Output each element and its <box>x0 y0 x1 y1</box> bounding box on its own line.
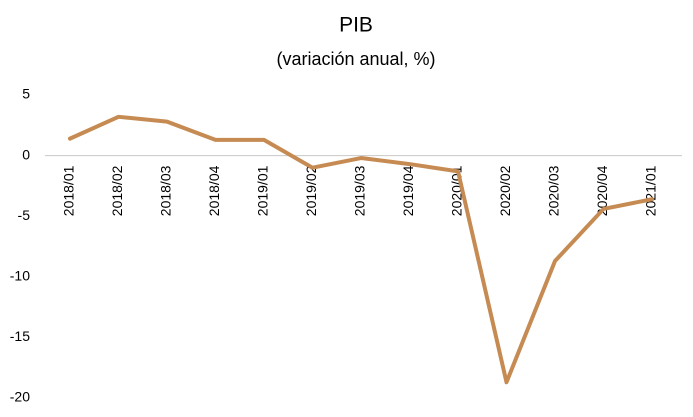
chart-subtitle: (variación anual, %) <box>276 49 435 69</box>
chart-title: PIB <box>339 14 373 37</box>
data-line <box>68 114 654 385</box>
x-tick-label: 2020/02 <box>497 165 513 216</box>
y-tick-label: 5 <box>22 86 30 102</box>
x-tick-label: 2018/04 <box>206 165 222 216</box>
x-tick-label: 2018/03 <box>158 165 174 216</box>
y-tick-label: -15 <box>10 328 30 344</box>
y-tick-label: -5 <box>18 207 31 223</box>
y-tick-label: 0 <box>22 146 30 162</box>
x-tick-label: 2019/01 <box>255 165 271 216</box>
x-tick-label: 2019/02 <box>303 165 319 216</box>
x-tick-label: 2018/02 <box>109 165 125 216</box>
x-tick-label: 2019/03 <box>352 165 368 216</box>
x-tick-label: 2019/04 <box>400 165 416 216</box>
x-tick-label: 2020/03 <box>546 165 562 216</box>
y-tick-label: -10 <box>10 268 30 284</box>
y-tick-label: -20 <box>10 389 30 405</box>
x-tick-label: 2018/01 <box>61 165 77 216</box>
x-tick-label: 2020/04 <box>594 165 610 216</box>
x-tick-label: 2021/01 <box>643 165 659 216</box>
